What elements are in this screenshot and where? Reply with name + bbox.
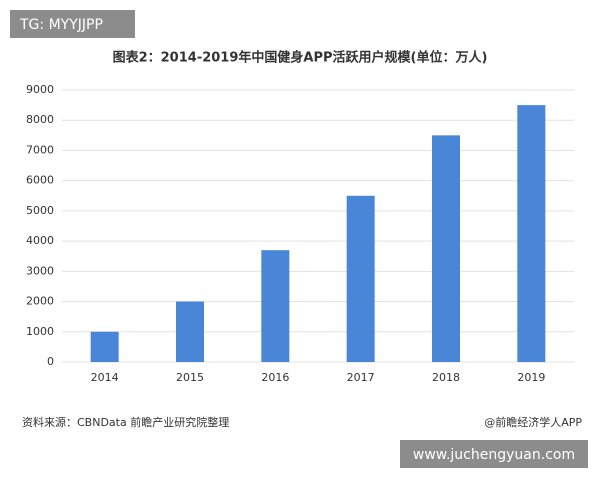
y-tick-label: 1000 xyxy=(26,325,54,338)
badge-bg xyxy=(10,10,135,38)
x-tick-label: 2016 xyxy=(261,371,289,384)
credit: @前瞻经济学人APP xyxy=(484,415,582,429)
badge-bg xyxy=(400,440,588,468)
x-tick-label: 2017 xyxy=(347,371,375,384)
y-tick-label: 6000 xyxy=(26,174,54,187)
y-tick-label: 3000 xyxy=(26,264,54,277)
bar xyxy=(517,105,546,362)
chart-title: 图表2：2014-2019年中国健身APP活跃用户规模(单位：万人) xyxy=(113,50,488,66)
y-tick-label: 8000 xyxy=(26,113,54,126)
y-tick-label: 9000 xyxy=(26,83,54,96)
x-tick-label: 2014 xyxy=(91,371,119,384)
badge: www.juchengyuan.com xyxy=(413,447,575,463)
x-tick-label: 2019 xyxy=(517,371,545,384)
bar xyxy=(176,301,204,362)
source-note: 资料来源：CBNData 前瞻产业研究院整理 xyxy=(22,415,229,429)
y-tick-label: 7000 xyxy=(26,143,54,156)
bar xyxy=(261,250,290,362)
bar xyxy=(346,195,375,362)
y-tick-label: 0 xyxy=(47,355,54,368)
bar xyxy=(90,331,119,362)
y-tick-label: 4000 xyxy=(26,234,54,247)
x-tick-label: 2018 xyxy=(432,371,460,384)
badge: TG: MYYJJPP xyxy=(19,17,103,33)
y-tick-label: 2000 xyxy=(26,295,54,308)
bar xyxy=(432,135,460,362)
y-tick-label: 5000 xyxy=(26,204,54,217)
x-tick-label: 2015 xyxy=(176,371,204,384)
